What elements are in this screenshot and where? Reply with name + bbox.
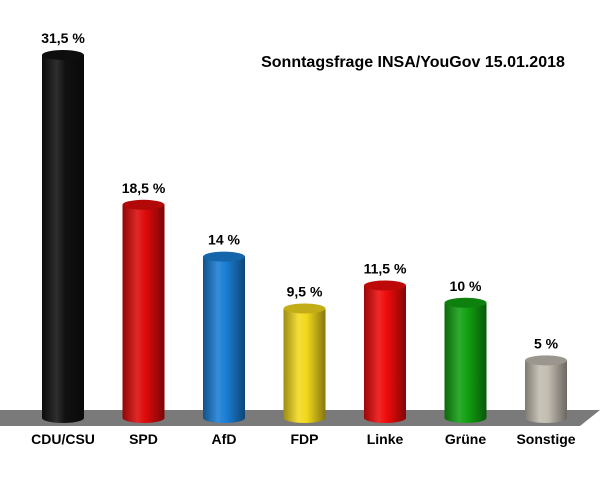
value-label: 18,5 % (122, 180, 166, 196)
value-label: 31,5 % (41, 30, 85, 46)
category-label: AfD (212, 431, 237, 447)
bar-gr-ne (444, 297, 487, 423)
category-label: CDU/CSU (31, 431, 95, 447)
value-label: 5 % (534, 335, 559, 351)
value-label: 11,5 % (364, 260, 407, 276)
value-label: 9,5 % (287, 284, 323, 300)
bar-linke (364, 280, 406, 423)
value-label: 10 % (450, 278, 482, 294)
category-label: Sonstige (516, 431, 575, 447)
category-label: SPD (129, 431, 158, 447)
bar-cdu-csu (42, 50, 84, 423)
labels-group: 31,5 % CDU/CSU 18,5 % SPD 14 % AfD 9,5 % FDP 11,… (31, 30, 576, 447)
category-label: FDP (291, 431, 319, 447)
chart-title: Sonntagsfrage INSA/YouGov 15.01.2018 (261, 54, 565, 71)
value-label: 14 % (208, 232, 240, 248)
category-label: Grüne (445, 431, 486, 447)
bar-spd (122, 199, 165, 423)
category-label: Linke (367, 431, 404, 447)
bar-sonstige (525, 355, 567, 423)
bar-afd (203, 251, 245, 423)
bar-fdp (283, 303, 326, 423)
bars-group (42, 50, 567, 423)
